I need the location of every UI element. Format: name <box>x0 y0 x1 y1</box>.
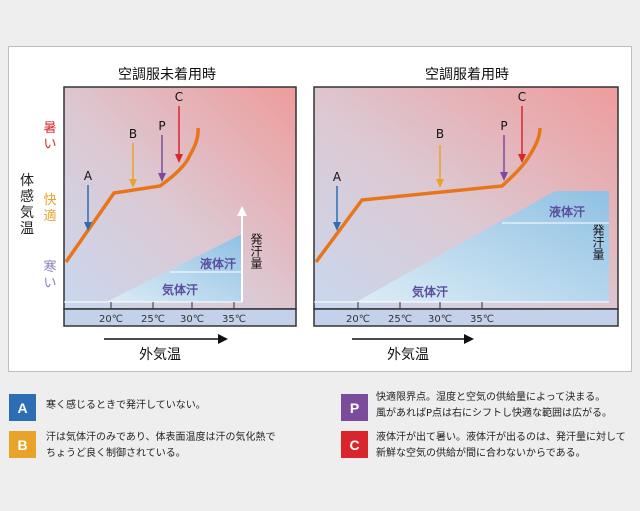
body-temp-label-3: 気 <box>20 205 34 221</box>
panel-title: 空調服未着用時 <box>118 67 216 83</box>
gas-sweat-label: 気体汗 <box>412 284 448 299</box>
sweat-amount-2: 発汗量 <box>591 224 605 260</box>
legend-badge-b: B <box>9 431 36 458</box>
diagram-svg: 体 感 気 温 暑 い 快 適 寒 い 空調服未着用時 液体汗 気体汗 A B … <box>20 67 619 363</box>
tick-label-25: 25℃ <box>141 314 165 325</box>
body-temp-curve <box>64 127 200 263</box>
sweat-area <box>106 234 242 302</box>
liquid-sweat-label: 液体汗 <box>200 256 236 271</box>
legend-text-b: 汗は気体汗のみであり、体表面温度は汗の気化熱で ちょうど良く制御されている。 <box>46 430 276 462</box>
sweat-amount-1: 発汗量 <box>249 233 263 269</box>
level-hot-1: 暑 <box>43 121 56 136</box>
label-c: C <box>175 90 183 104</box>
body-temp-curve <box>314 127 542 264</box>
legend-line: 寒く感じるときで発汗していない。 <box>46 400 206 411</box>
level-comfortable-1: 快 <box>43 193 56 208</box>
body-temp-label-4: 温 <box>20 221 34 237</box>
outside-temp-label: 外気温 <box>387 347 429 363</box>
level-cold-2: い <box>43 276 56 291</box>
level-cold-1: 寒 <box>43 259 56 275</box>
label-b: B <box>129 127 137 141</box>
legend-line: ちょうど良く制御されている。 <box>46 448 186 459</box>
legend-badge-c: C <box>341 431 368 458</box>
sweat-area <box>356 191 609 302</box>
legend-text-p: 快適限界点。湿度と空気の供給量によって決まる。 風があればP点は右にシフトし快適… <box>376 390 612 422</box>
legend-text-c: 液体汗が出て暑い。液体汗が出るのは、発汗量に対して 新鮮な空気の供給が間に合わな… <box>376 430 626 462</box>
legend-line: 快適限界点。湿度と空気の供給量によって決まる。 <box>376 392 606 403</box>
tick-label-20: 20℃ <box>346 314 370 325</box>
arrow-p-head <box>500 172 508 181</box>
legend-badge-a: A <box>9 394 36 421</box>
label-p: P <box>158 119 165 133</box>
legend-text-a: 寒く感じるときで発汗していない。 <box>46 398 206 414</box>
x-axis-band <box>63 308 297 327</box>
panel-worn: 空調服着用時 液体汗 気体汗 A B P C 20℃ 25℃ 30℃ 35℃ 発… <box>313 67 619 363</box>
label-p: P <box>500 119 507 133</box>
legend-badge-p: P <box>341 394 368 421</box>
level-hot-2: い <box>43 137 56 152</box>
tick-label-30: 30℃ <box>180 314 204 325</box>
arrow-c-head <box>518 154 526 163</box>
tick-label-35: 35℃ <box>470 314 494 325</box>
arrow-b-head <box>436 179 444 188</box>
liquid-sweat-label: 液体汗 <box>549 204 585 219</box>
outside-temp-arrowhead <box>464 334 474 344</box>
legend-line: 汗は気体汗のみであり、体表面温度は汗の気化熱で <box>46 432 276 443</box>
body-temp-label-2: 感 <box>20 188 34 205</box>
tick-label-30: 30℃ <box>428 314 452 325</box>
arrow-b-head <box>129 179 137 188</box>
outside-temp-arrowhead <box>218 334 228 344</box>
panel-unworn: 空調服未着用時 液体汗 気体汗 A B P C 20℃ 25℃ 30℃ 35℃ <box>63 67 297 363</box>
tick-label-25: 25℃ <box>388 314 412 325</box>
label-c: C <box>518 90 526 104</box>
body-temp-label-1: 体 <box>20 173 34 189</box>
sweat-axis-arrowhead <box>237 206 247 216</box>
gas-sweat-label: 気体汗 <box>162 282 198 297</box>
arrow-a-head <box>84 222 92 231</box>
outside-temp-label: 外気温 <box>139 347 181 363</box>
panel-title: 空調服着用時 <box>425 67 509 83</box>
label-a: A <box>333 170 342 184</box>
arrow-p-head <box>158 173 166 182</box>
tick-label-20: 20℃ <box>99 314 123 325</box>
level-comfortable-2: 適 <box>43 208 56 224</box>
legend-line: 風があればP点は右にシフトし快適な範囲は広がる。 <box>376 408 613 419</box>
tick-label-35: 35℃ <box>222 314 246 325</box>
x-axis-band <box>313 308 619 327</box>
legend-line: 新鮮な空気の供給が間に合わないからである。 <box>376 448 586 459</box>
label-a: A <box>84 169 93 183</box>
legend-line: 液体汗が出て暑い。液体汗が出るのは、発汗量に対して <box>376 432 626 443</box>
arrow-a-head <box>333 222 341 231</box>
label-b: B <box>436 127 444 141</box>
arrow-c-head <box>175 154 183 163</box>
